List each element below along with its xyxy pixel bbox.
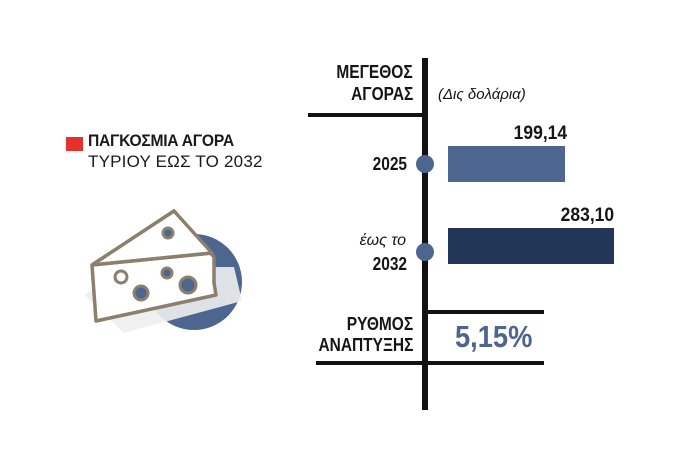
- vertical-axis: [422, 58, 428, 410]
- growth-bottom-divider: [316, 361, 544, 365]
- title-marker: [66, 137, 83, 151]
- data-label: 283,10: [560, 205, 614, 226]
- cheese-icon: [84, 209, 242, 333]
- growth-label-line2: ΑΝΑΠΤΥΞΗΣ: [318, 335, 413, 355]
- row-label-2032-line2: 2032: [372, 254, 407, 274]
- bar-2032: [448, 228, 614, 264]
- header-label-line2: ΑΓΟΡΑΣ: [350, 84, 413, 104]
- cheese-hole: [160, 266, 174, 280]
- cheese-hole: [113, 269, 129, 285]
- chart-title: ΠΑΓΚΟΣΜΙΑ ΑΓΟΡΑ: [88, 131, 234, 150]
- bar-2025: [448, 146, 565, 182]
- cheese-hole: [161, 226, 175, 240]
- row-marker-dot: [416, 155, 434, 173]
- data-label: 199,14: [513, 123, 567, 144]
- growth-label-line1: ΡΥΘΜΟΣ: [346, 314, 413, 334]
- cheese-hole: [178, 275, 198, 295]
- cheese-hole: [132, 284, 150, 302]
- header-label-line1: ΜΕΓΕΘΟΣ: [336, 62, 413, 82]
- chart-subtitle: ΤΥΡΙΟΥ ΕΩΣ ΤΟ 2032: [88, 152, 263, 171]
- header-divider: [308, 113, 426, 117]
- row-marker-dot: [416, 243, 434, 261]
- row-label-2032-line1: έως το: [359, 232, 406, 249]
- unit-label: (Δις δολάρια): [438, 86, 526, 103]
- cheese-edge: [91, 251, 213, 267]
- growth-rate-value: 5,15%: [455, 319, 533, 354]
- row-label-2025: 2025: [372, 154, 407, 174]
- growth-top-divider: [424, 310, 544, 314]
